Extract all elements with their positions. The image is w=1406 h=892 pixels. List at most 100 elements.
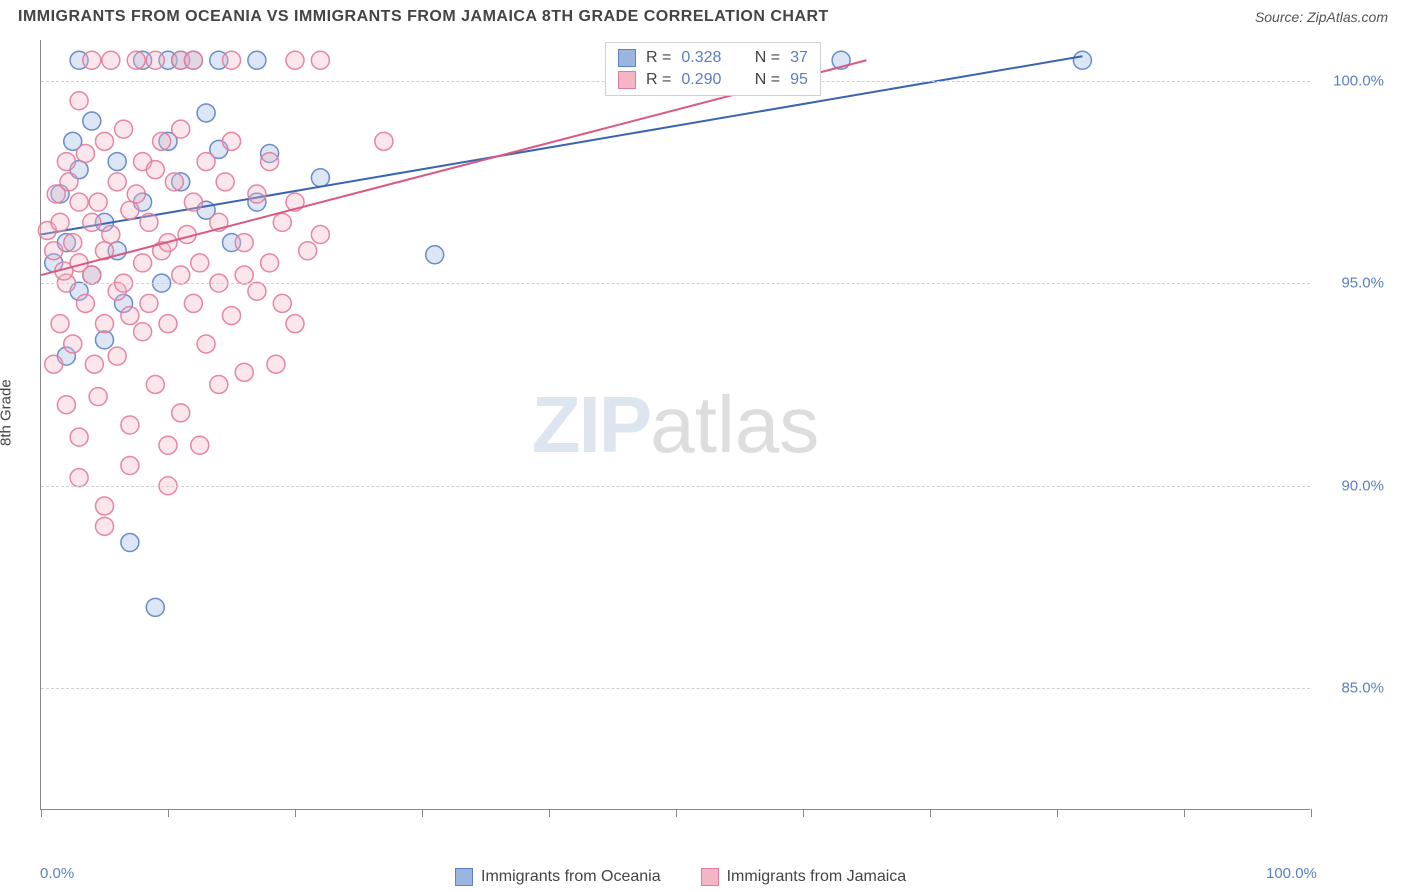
data-point-jamaica	[146, 161, 164, 179]
legend-swatch-oceania	[618, 49, 636, 67]
data-point-jamaica	[261, 153, 279, 171]
data-point-jamaica	[153, 132, 171, 150]
data-point-jamaica	[223, 132, 241, 150]
legend-n-label: N =	[755, 71, 780, 89]
data-point-jamaica	[223, 51, 241, 69]
data-point-jamaica	[197, 335, 215, 353]
data-point-jamaica	[140, 294, 158, 312]
x-tick	[1311, 809, 1312, 817]
data-point-jamaica	[273, 213, 291, 231]
data-point-jamaica	[45, 242, 63, 260]
chart-title: IMMIGRANTS FROM OCEANIA VS IMMIGRANTS FR…	[18, 8, 829, 26]
data-point-oceania	[248, 51, 266, 69]
data-point-jamaica	[85, 355, 103, 373]
x-tick	[41, 809, 42, 817]
source-label: Source:	[1255, 9, 1303, 25]
data-point-jamaica	[235, 266, 253, 284]
data-point-jamaica	[216, 173, 234, 191]
legend-n-value-oceania: 37	[790, 49, 808, 67]
data-point-oceania	[1073, 51, 1091, 69]
data-point-jamaica	[261, 254, 279, 272]
data-point-jamaica	[60, 173, 78, 191]
data-point-jamaica	[235, 234, 253, 252]
data-point-jamaica	[223, 307, 241, 325]
x-tick	[295, 809, 296, 817]
x-tick	[168, 809, 169, 817]
data-point-jamaica	[121, 201, 139, 219]
legend-row-oceania: R =0.328 N =37	[618, 47, 808, 69]
source-name[interactable]: ZipAtlas.com	[1307, 9, 1388, 25]
data-point-jamaica	[83, 266, 101, 284]
data-point-jamaica	[96, 497, 114, 515]
data-point-jamaica	[146, 375, 164, 393]
gridline-h	[41, 486, 1310, 487]
legend-r-value-oceania: 0.328	[681, 49, 721, 67]
legend-r-label: R =	[646, 71, 671, 89]
x-tick	[422, 809, 423, 817]
legend-n-label: N =	[755, 49, 780, 67]
data-point-jamaica	[96, 132, 114, 150]
data-point-jamaica	[286, 315, 304, 333]
x-tick	[1184, 809, 1185, 817]
series-swatch-oceania	[455, 868, 473, 886]
y-tick-label: 100.0%	[1333, 72, 1384, 89]
data-point-jamaica	[165, 173, 183, 191]
data-point-jamaica	[64, 335, 82, 353]
correlation-legend: R = 0.328 N = 37 R = 0.290 N = 95	[605, 42, 821, 96]
series-legend: Immigrants from Oceania Immigrants from J…	[455, 868, 906, 886]
data-point-jamaica	[83, 213, 101, 231]
legend-row-jamaica: R = 0.290 N = 95	[618, 69, 808, 91]
data-point-jamaica	[172, 120, 190, 138]
data-point-jamaica	[248, 185, 266, 203]
data-point-jamaica	[146, 51, 164, 69]
data-point-jamaica	[248, 282, 266, 300]
data-point-jamaica	[273, 294, 291, 312]
data-point-jamaica	[134, 254, 152, 272]
x-tick	[549, 809, 550, 817]
legend-r-value-jamaica: 0.290	[681, 71, 721, 89]
data-point-jamaica	[76, 294, 94, 312]
data-point-jamaica	[89, 388, 107, 406]
data-point-jamaica	[102, 226, 120, 244]
source-attribution: Source: ZipAtlas.com	[1255, 9, 1388, 25]
series-legend-item-jamaica: Immigrants from Jamaica	[701, 868, 907, 886]
data-point-jamaica	[375, 132, 393, 150]
data-point-jamaica	[96, 517, 114, 535]
data-point-oceania	[197, 104, 215, 122]
data-point-jamaica	[184, 51, 202, 69]
data-point-jamaica	[51, 213, 69, 231]
data-point-jamaica	[172, 404, 190, 422]
data-point-jamaica	[184, 294, 202, 312]
data-point-jamaica	[127, 51, 145, 69]
data-point-jamaica	[89, 193, 107, 211]
legend-swatch-jamaica	[618, 71, 636, 89]
data-point-jamaica	[191, 436, 209, 454]
data-point-jamaica	[70, 193, 88, 211]
series-label-jamaica: Immigrants from Jamaica	[727, 868, 907, 886]
data-point-jamaica	[70, 428, 88, 446]
data-point-jamaica	[115, 120, 133, 138]
legend-n-value-jamaica: 95	[790, 71, 808, 89]
data-point-jamaica	[57, 396, 75, 414]
data-point-jamaica	[121, 307, 139, 325]
gridline-h	[41, 688, 1310, 689]
x-tick-label: 0.0%	[40, 865, 74, 882]
data-point-jamaica	[210, 375, 228, 393]
x-tick	[930, 809, 931, 817]
y-axis-label: 8th Grade	[0, 379, 15, 446]
data-point-jamaica	[140, 213, 158, 231]
data-point-jamaica	[45, 355, 63, 373]
data-point-jamaica	[311, 51, 329, 69]
data-point-jamaica	[134, 323, 152, 341]
data-point-jamaica	[299, 242, 317, 260]
x-tick	[803, 809, 804, 817]
data-point-jamaica	[102, 51, 120, 69]
y-tick-label: 95.0%	[1341, 275, 1384, 292]
data-point-jamaica	[64, 234, 82, 252]
series-label-oceania: Immigrants from Oceania	[481, 868, 661, 886]
data-point-jamaica	[76, 144, 94, 162]
scatter-plot-svg	[41, 40, 1310, 809]
y-tick-label: 90.0%	[1341, 477, 1384, 494]
gridline-h	[41, 283, 1310, 284]
data-point-oceania	[311, 169, 329, 187]
